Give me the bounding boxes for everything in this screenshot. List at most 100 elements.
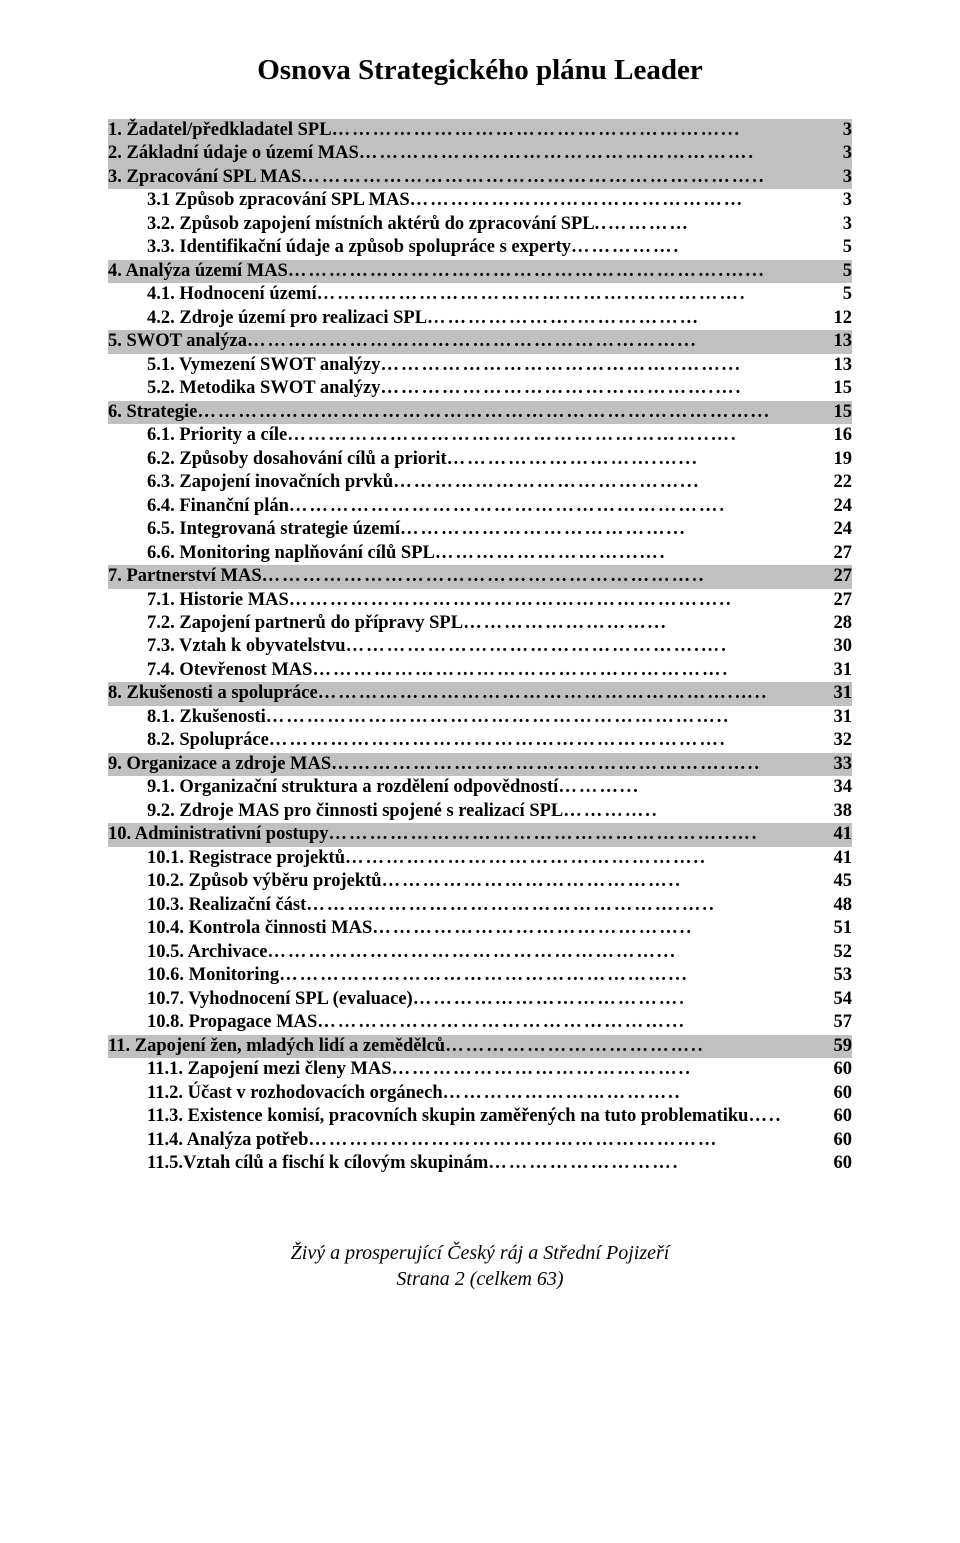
toc-entry: 7.3. Vztah k obyvatelstvu………………………………………… xyxy=(108,635,852,658)
toc-page: 52 xyxy=(832,941,853,964)
toc-page: 19 xyxy=(832,448,853,471)
toc-page: 3 xyxy=(841,166,852,189)
toc-page: 27 xyxy=(832,542,853,565)
toc-label: 3.3. Identifikační údaje a způsob spolup… xyxy=(147,236,571,259)
toc-label: 6.5. Integrovaná strategie území xyxy=(147,518,400,541)
toc-leader: ……………………………………………... xyxy=(317,1011,831,1034)
page-title: Osnova Strategického plánu Leader xyxy=(108,52,852,89)
toc-page: 27 xyxy=(832,565,853,588)
toc-label: 11.3. Existence komisí, pracovních skupi… xyxy=(147,1105,748,1128)
toc-entry: 6.6. Monitoring naplňování cílů SPL……………… xyxy=(108,542,852,565)
toc-page: 60 xyxy=(832,1105,853,1128)
toc-entry: 10.6. Monitoring…………………………………………………...53 xyxy=(108,964,852,987)
toc-entry: 7.2. Zapojení partnerů do přípravy SPL……… xyxy=(108,612,852,635)
toc-page: 24 xyxy=(832,518,853,541)
toc-entry: 11.2. Účast v rozhodovacích orgánech…………… xyxy=(108,1082,852,1105)
toc-leader: ………………………. xyxy=(488,1152,831,1175)
toc-label: 7.1. Historie MAS xyxy=(147,589,289,612)
toc-label: 7.4. Otevřenost MAS xyxy=(147,659,312,682)
toc-entry: 10.2. Způsob výběru projektů………………………………… xyxy=(108,870,852,893)
toc-leader: ……………………………….. xyxy=(445,1035,831,1058)
toc-label: 10.3. Realizační část xyxy=(147,894,306,917)
toc-leader: …………………………………………………... xyxy=(267,941,831,964)
toc-label: 7.2. Zapojení partnerů do přípravy SPL xyxy=(147,612,463,635)
toc-leader: ……………………………………………….….. xyxy=(306,894,831,917)
toc-entry: 6. Strategie……………………………………………………………………….… xyxy=(108,401,852,424)
toc-leader: …………………………………………………….….. xyxy=(318,682,832,705)
toc-page: 48 xyxy=(832,894,853,917)
toc-leader: …………………………………………………. xyxy=(359,142,841,165)
toc-label: 5. SWOT analýza xyxy=(108,330,247,353)
footer-text-2: Strana 2 (celkem 63) xyxy=(108,1266,852,1292)
toc-leader: ………………………...…. xyxy=(435,542,832,565)
toc-page: 31 xyxy=(832,682,853,705)
toc-page: 27 xyxy=(832,589,853,612)
toc-leader: ……………………………………….. xyxy=(372,917,831,940)
toc-page: 5 xyxy=(841,260,852,283)
toc-label: 9.1. Organizační struktura a rozdělení o… xyxy=(147,776,558,799)
toc-leader: ….. xyxy=(748,1105,831,1128)
toc-label: 11.4. Analýza potřeb xyxy=(147,1129,308,1152)
toc-entry: 11. Zapojení žen, mladých lidí a zeměděl… xyxy=(108,1035,852,1058)
toc-entry: 9.1. Organizační struktura a rozdělení o… xyxy=(108,776,852,799)
toc-entry: 10. Administrativní postupy…………………………………… xyxy=(108,823,852,846)
toc-page: 5 xyxy=(841,236,852,259)
toc-entry: 10.8. Propagace MAS……………………………………………...5… xyxy=(108,1011,852,1034)
toc-entry: 6.3. Zapojení inovačních prvků…………………………… xyxy=(108,471,852,494)
toc-page: 60 xyxy=(832,1129,853,1152)
toc-label: 10.6. Monitoring xyxy=(147,964,279,987)
toc-leader: …………………………………... xyxy=(400,518,832,541)
toc-label: 8.2. Spolupráce xyxy=(147,729,269,752)
toc-page: 15 xyxy=(832,401,853,424)
toc-leader: ………………………………………………………. xyxy=(289,495,832,518)
toc-leader: ..………… xyxy=(595,213,841,236)
toc-label: 10.4. Kontrola činnosti MAS xyxy=(147,917,372,940)
toc-entry: 2. Základní údaje o území MAS……………………………… xyxy=(108,142,852,165)
toc-label: 7.3. Vztah k obyvatelstvu xyxy=(147,635,346,658)
toc-leader: ……………………………………………………. xyxy=(312,659,831,682)
toc-label: 6. Strategie xyxy=(108,401,197,424)
toc-label: 5.2. Metodika SWOT analýzy xyxy=(147,377,381,400)
toc-page: 34 xyxy=(832,776,853,799)
toc-label: 6.4. Finanční plán xyxy=(147,495,289,518)
toc-label: 8.1. Zkušenosti xyxy=(147,706,266,729)
toc-page: 53 xyxy=(832,964,853,987)
toc-leader: ………………………………………………………………………... xyxy=(197,401,831,424)
toc-page: 33 xyxy=(832,753,853,776)
toc-label: 8. Zkušenosti a spolupráce xyxy=(108,682,318,705)
toc-page: 24 xyxy=(832,495,853,518)
toc-entry: 7. Partnerství MAS……………………………………………………….… xyxy=(108,565,852,588)
toc-entry: 10.7. Vyhodnocení SPL (evaluace)……………………… xyxy=(108,988,852,1011)
toc-leader: ………….. xyxy=(563,800,831,823)
toc-entry: 11.3. Existence komisí, pracovních skupi… xyxy=(108,1105,852,1128)
toc-page: 41 xyxy=(832,847,853,870)
toc-leader: …………………………………………………... xyxy=(279,964,831,987)
toc-page: 22 xyxy=(832,471,853,494)
toc-page: 41 xyxy=(832,823,853,846)
toc-page: 60 xyxy=(832,1082,853,1105)
toc-leader: …………………………………………………… xyxy=(308,1129,831,1152)
toc-leader: ……………………………………... xyxy=(393,471,831,494)
toc-label: 4.1. Hodnocení území xyxy=(147,283,317,306)
toc-entry: 10.4. Kontrola činnosti MAS…………………………………… xyxy=(108,917,852,940)
toc-leader: …………………………………………………..…. xyxy=(329,823,832,846)
toc-leader: ……………………………………………………….. xyxy=(289,589,832,612)
toc-leader: ………………….……………………… xyxy=(410,189,841,212)
toc-label: 2. Základní údaje o území MAS xyxy=(108,142,359,165)
toc-leader: …………………………………….. xyxy=(392,1058,832,1081)
toc-entry: 6.1. Priority a cíle……………………………………………………… xyxy=(108,424,852,447)
toc-label: 6.6. Monitoring naplňování cílů SPL xyxy=(147,542,435,565)
table-of-contents: 1. Žadatel/předkladatel SPL…………………………………… xyxy=(108,119,852,1176)
toc-entry: 6.5. Integrovaná strategie území……………………… xyxy=(108,518,852,541)
footer-text-1: Živý a prosperující Český ráj a Střední … xyxy=(108,1240,852,1266)
toc-leader: …………………………………….. xyxy=(382,870,832,893)
toc-leader: …………………………………. xyxy=(413,988,832,1011)
toc-page: 3 xyxy=(841,189,852,212)
toc-entry: 9.2. Zdroje MAS pro činnosti spojené s r… xyxy=(108,800,852,823)
toc-leader: …………………………………………….…. xyxy=(346,635,832,658)
toc-entry: 10.5. Archivace…………………………………………………...52 xyxy=(108,941,852,964)
toc-label: 4.2. Zdroje území pro realizaci SPL xyxy=(147,307,427,330)
toc-page: 32 xyxy=(832,729,853,752)
toc-leader: ……………. xyxy=(571,236,841,259)
toc-page: 16 xyxy=(832,424,853,447)
